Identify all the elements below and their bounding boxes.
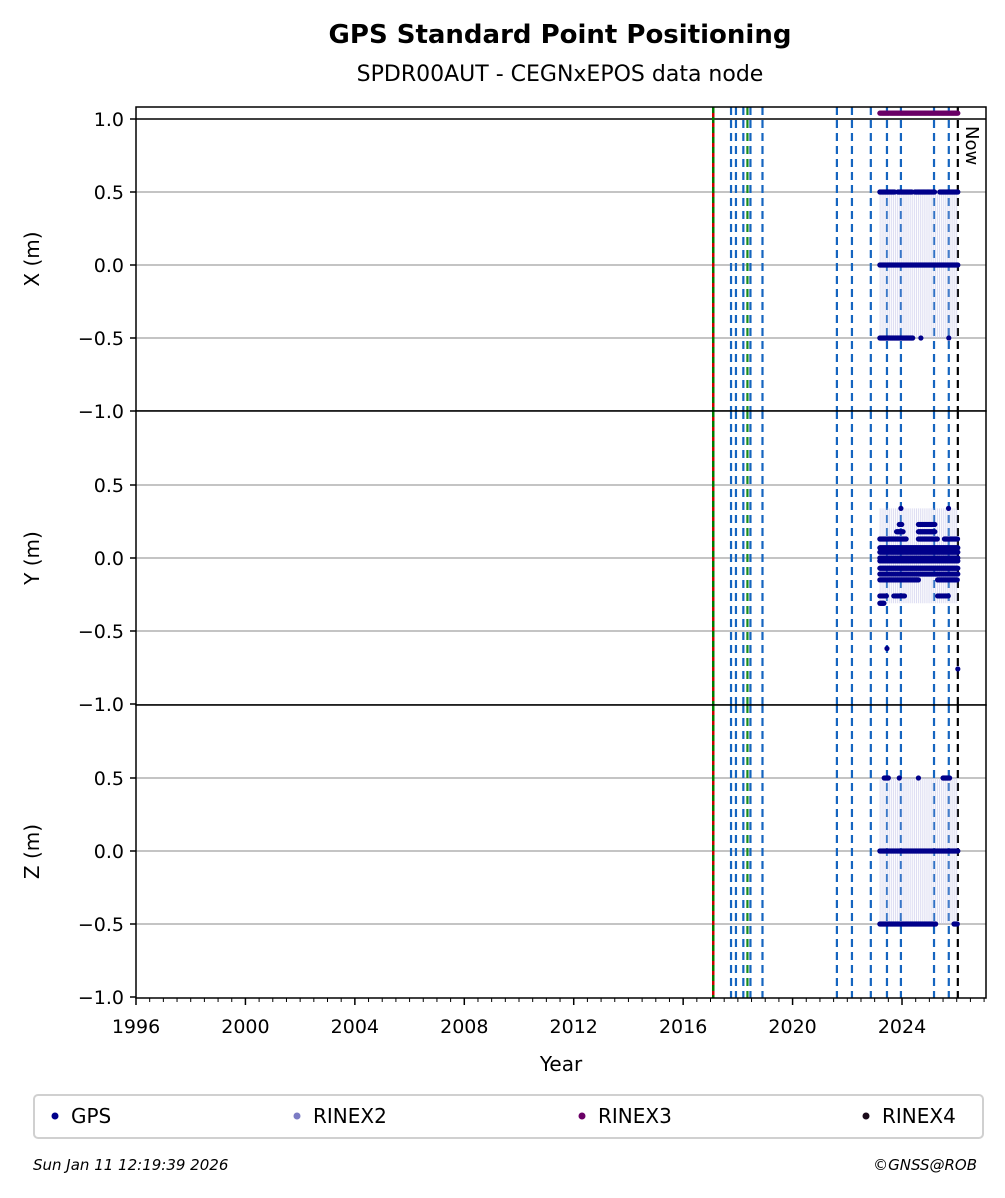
- legend-marker: [578, 1112, 586, 1120]
- gps-point: [955, 549, 961, 555]
- gps-point: [946, 335, 952, 341]
- x-tick-label: 2020: [768, 1016, 816, 1038]
- gps-point: [915, 775, 922, 781]
- y-tick-label: 0.0: [94, 548, 124, 570]
- panel-x: 1.0 0.5 0.0 −0.5 −1.0 X (m): [20, 106, 987, 423]
- y-axis-label: Y (m): [20, 531, 44, 586]
- gps-point: [955, 565, 961, 571]
- gps-point: [954, 536, 961, 542]
- gps-point: [901, 593, 908, 599]
- y-tick-label: 0.0: [94, 255, 124, 277]
- panel-y: 0.5 0.0 −0.5 −1.0 Y (m): [20, 410, 987, 716]
- x-tick-label: 2004: [331, 1016, 379, 1038]
- gps-point: [947, 775, 953, 781]
- y-tick-label: −1.0: [78, 987, 124, 1009]
- legend-item-rinex3: RINEX3: [578, 1104, 672, 1128]
- gps-point: [945, 505, 952, 511]
- gps-point: [931, 189, 938, 195]
- y-axis-label: X (m): [20, 231, 44, 286]
- y-tick-label: 0.5: [94, 475, 124, 497]
- gps-point: [933, 921, 939, 927]
- gps-point: [884, 645, 890, 652]
- gps-point: [881, 600, 887, 606]
- y-tick-label: −0.5: [78, 621, 124, 643]
- x-tick-label: 1996: [112, 1016, 160, 1038]
- legend-marker: [862, 1112, 870, 1120]
- gps-point: [955, 189, 961, 195]
- gps-point: [955, 848, 961, 854]
- x-tick-label: 2008: [440, 1016, 488, 1038]
- y-tick-label: 1.0: [94, 109, 124, 131]
- legend-item-rinex2: RINEX2: [293, 1104, 387, 1128]
- y-tick-label: −0.5: [78, 914, 124, 936]
- gps-point: [954, 921, 960, 927]
- legend-label: RINEX3: [598, 1104, 672, 1128]
- panel-frame: [135, 704, 987, 999]
- now-label: Now: [961, 126, 982, 165]
- y-tick-label: −1.0: [78, 401, 124, 423]
- legend-box: [33, 1094, 984, 1139]
- legend-item-gps: GPS: [51, 1104, 111, 1128]
- gps-point: [903, 536, 909, 542]
- gps-point: [910, 335, 916, 341]
- x-axis-label: Year: [539, 1052, 583, 1076]
- gps-point: [918, 335, 924, 341]
- gps-point: [955, 571, 961, 577]
- gps-point: [932, 521, 938, 528]
- gps-point: [945, 593, 951, 599]
- x-tick-label: 2000: [221, 1016, 269, 1038]
- gps-point: [955, 262, 961, 268]
- gps-point: [898, 505, 904, 511]
- footer-timestamp: Sun Jan 11 12:19:39 2026: [33, 1156, 228, 1174]
- y-tick-label: 0.5: [94, 768, 124, 790]
- y-tick-label: 0.5: [94, 182, 124, 204]
- legend-item-rinex4: RINEX4: [862, 1104, 956, 1128]
- plot-area: 1.0 0.5 0.0 −0.5 −1.0 X (m) 0.5 0.0 −0.5 −1.0 Y (m…: [20, 106, 987, 1038]
- footer-copyright: ©GNSS@ROB: [873, 1156, 977, 1174]
- legend: GPS RINEX2 RINEX3 RINEX4: [33, 1094, 984, 1139]
- panel-z: 0.5 0.0 −0.5 −1.0 Z (m): [20, 704, 987, 1009]
- legend-label: RINEX2: [313, 1104, 387, 1128]
- panel-background: [136, 107, 986, 411]
- gps-point: [932, 529, 938, 535]
- gps-point: [954, 577, 960, 583]
- gps-point: [915, 577, 922, 583]
- gps-point: [955, 545, 961, 551]
- gps-point: [899, 521, 905, 528]
- x-tick-label: 2012: [550, 1016, 598, 1038]
- y-tick-label: 0.0: [94, 841, 124, 863]
- gps-point: [885, 775, 891, 781]
- legend-marker: [51, 1112, 59, 1120]
- legend-marker: [293, 1112, 301, 1120]
- chart-subtitle: SPDR00AUT - CEGNxEPOS data node: [357, 62, 764, 87]
- y-tick-label: −1.0: [78, 694, 124, 716]
- y-tick-label: −0.5: [78, 328, 124, 350]
- gps-point: [955, 558, 961, 564]
- gps-point: [900, 529, 906, 535]
- legend-label: RINEX4: [882, 1104, 956, 1128]
- x-tick-label: 2024: [878, 1016, 926, 1038]
- legend-label: GPS: [71, 1104, 111, 1128]
- rinex3-point: [955, 110, 961, 116]
- gps-point: [934, 536, 940, 542]
- y-axis-label: Z (m): [20, 824, 44, 879]
- chart-title: GPS Standard Point Positioning: [329, 20, 792, 50]
- gps-point: [896, 775, 902, 781]
- gps-point: [883, 593, 890, 599]
- gps-point: [955, 666, 961, 672]
- x-tick-label: 2016: [659, 1016, 707, 1038]
